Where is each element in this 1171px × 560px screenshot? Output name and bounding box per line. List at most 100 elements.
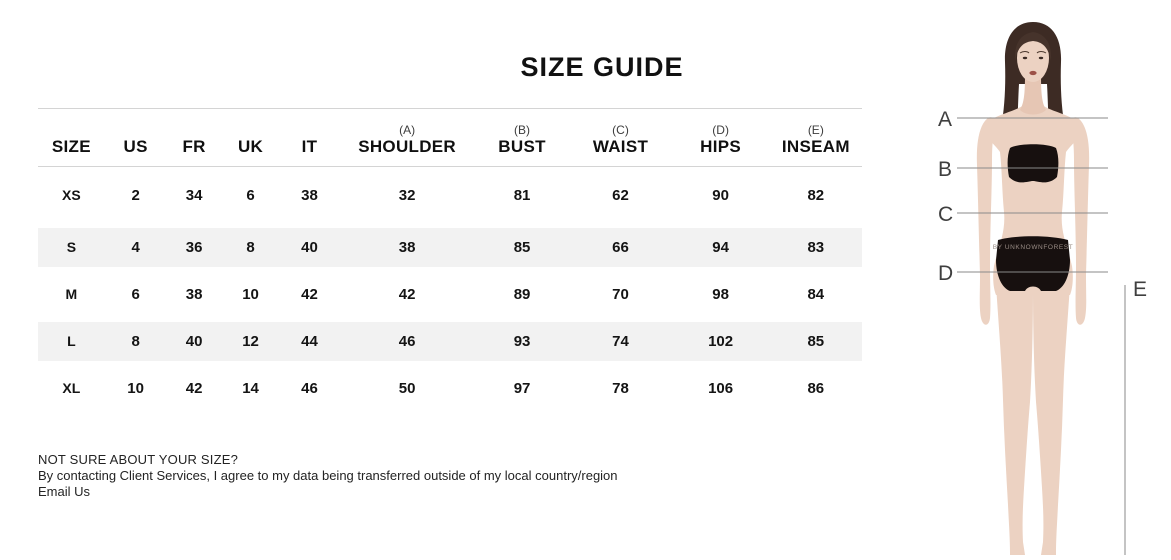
figure-right-leg [1033, 285, 1070, 555]
measurement-value-cell: 85 [513, 238, 531, 256]
column-sub-label: (A) [399, 123, 416, 137]
measurement-value-cell: 85 [807, 332, 825, 350]
measurement-value-cell: 86 [807, 379, 825, 397]
figure-left-leg [996, 285, 1033, 555]
measurement-value-cell: 50 [398, 379, 416, 397]
measurement-value-cell: 42 [185, 379, 203, 397]
figure-bandeau-top [1007, 144, 1059, 183]
body-measurement-illustration: BY UNKNOWNFOREST A B C D E [938, 22, 1147, 555]
measurement-value-cell: 106 [708, 379, 734, 397]
measurement-value-cell: 44 [301, 332, 318, 350]
measure-label-inseam: E [1133, 278, 1147, 301]
measurement-value-cell: 90 [712, 186, 729, 204]
column-header-hips: (D) HIPS [671, 108, 770, 167]
column-label: US [123, 137, 148, 156]
watermark-text: BY UNKNOWNFOREST [993, 244, 1074, 251]
size-label-cell: XS [62, 187, 81, 204]
table-row-xs: XS 2 34 6 38 32 81 62 90 82 [38, 167, 862, 224]
measurement-value-cell: 62 [612, 186, 629, 204]
size-table-head: SIZE US FR UK IT (A) SHOULDER (B) BUST (C) WAIST (D… [38, 108, 862, 167]
column-label: HIPS [700, 137, 742, 156]
size-label-cell: L [67, 333, 76, 349]
measurement-value-cell: 34 [185, 186, 203, 204]
size-label-cell: XL [62, 380, 81, 396]
measurement-value-cell: 38 [398, 238, 416, 256]
footer-note: NOT SURE ABOUT YOUR SIZE? By contacting … [38, 452, 618, 500]
measurement-value-cell: 6 [131, 285, 140, 303]
measurement-value-cell: 70 [612, 285, 629, 303]
measurement-value-cell: 4 [131, 238, 140, 256]
measurement-value-cell: 89 [513, 285, 531, 303]
measurement-value-cell: 38 [301, 186, 318, 204]
column-label: SIZE [51, 137, 91, 156]
measurement-value-cell: 2 [131, 186, 140, 204]
column-sub-label: (B) [514, 123, 531, 137]
measurement-value-cell: 78 [612, 379, 629, 397]
column-header-it: IT [279, 108, 340, 167]
page-title: SIZE GUIDE [520, 52, 684, 82]
size-table-header-row: SIZE US FR UK IT (A) SHOULDER (B) BUST (C) WAIST (D… [38, 108, 862, 167]
table-row-xl: XL 10 42 14 46 50 97 78 106 86 [38, 365, 862, 412]
measurement-value-cell: 10 [242, 285, 259, 303]
figure-facial-features [1019, 51, 1047, 76]
column-header-uk: UK [221, 108, 280, 167]
column-header-shoulder: (A) SHOULDER [339, 108, 475, 167]
figure-right-arm [1068, 117, 1090, 325]
measurement-value-cell: 84 [807, 285, 825, 303]
measurement-value-cell: 40 [185, 332, 203, 350]
measurement-value-cell: 94 [712, 238, 729, 256]
size-label-cell: M [65, 286, 78, 302]
measurement-value-cell: 10 [127, 379, 144, 397]
measurement-value-cell: 8 [131, 332, 140, 350]
column-header-fr: FR [166, 108, 222, 167]
column-label: UK [237, 137, 264, 156]
column-header-us: US [104, 108, 167, 167]
measurement-value-cell: 81 [513, 186, 531, 204]
column-header-bust: (B) BUST [474, 108, 570, 167]
measure-label-waist: C [938, 203, 953, 226]
measurement-value-cell: 42 [398, 285, 416, 303]
column-label: SHOULDER [358, 137, 456, 156]
measure-label-bust: B [938, 158, 952, 181]
figure-hair-front [1014, 32, 1052, 61]
measurement-value-cell: 74 [612, 332, 629, 350]
column-header-inseam: (E) INSEAM [769, 108, 862, 167]
measurement-value-cell: 93 [513, 332, 531, 350]
column-label: BUST [498, 137, 546, 156]
measurement-value-cell: 12 [242, 332, 259, 350]
table-row-m: M 6 38 10 42 42 89 70 98 84 [38, 271, 862, 318]
measurement-value-cell: 98 [712, 285, 729, 303]
column-label: FR [182, 137, 206, 156]
measurement-value-cell: 46 [398, 332, 416, 350]
measurement-value-cell: 8 [246, 238, 255, 256]
measurement-value-cell: 6 [246, 186, 255, 204]
size-help-heading: NOT SURE ABOUT YOUR SIZE? [38, 452, 239, 467]
column-header-waist: (C) WAIST [569, 108, 672, 167]
size-table: SIZE US FR UK IT (A) SHOULDER (B) BUST (C) WAIST (D… [38, 108, 862, 412]
data-transfer-consent-text: By contacting Client Services, I agree t… [38, 468, 618, 483]
size-label-cell: S [66, 239, 77, 255]
column-sub-label: (C) [612, 123, 629, 137]
measure-label-shoulder: A [938, 108, 952, 131]
figure-face [1017, 34, 1049, 82]
column-sub-label: (E) [807, 123, 824, 137]
table-row-l: L 8 40 12 44 46 93 74 102 85 [38, 317, 862, 365]
email-us-link[interactable]: Email Us [38, 484, 91, 499]
column-label: INSEAM [781, 137, 850, 156]
measurement-value-cell: 82 [807, 186, 825, 204]
measurement-value-cell: 102 [708, 332, 734, 350]
measurement-figure: BY UNKNOWNFOREST A B C D E [926, 0, 1171, 555]
measurement-value-cell: 38 [185, 285, 203, 303]
figure-neck [1020, 74, 1046, 115]
measure-label-hips: D [938, 262, 953, 285]
measurement-lines [957, 117, 1126, 555]
table-row-s: S 4 36 8 40 38 85 66 94 83 [38, 223, 862, 271]
figure-left-arm [976, 117, 998, 325]
measurement-value-cell: 66 [612, 238, 629, 256]
size-table-body: XS 2 34 6 38 32 81 62 90 82 S 4 36 8 40 38 85 66 94 83 M 6 38 1… [38, 167, 862, 412]
measurement-value-cell: 36 [185, 238, 203, 256]
column-header-size: SIZE [38, 108, 105, 167]
figure-shorts [996, 236, 1070, 291]
column-label: WAIST [592, 137, 649, 156]
